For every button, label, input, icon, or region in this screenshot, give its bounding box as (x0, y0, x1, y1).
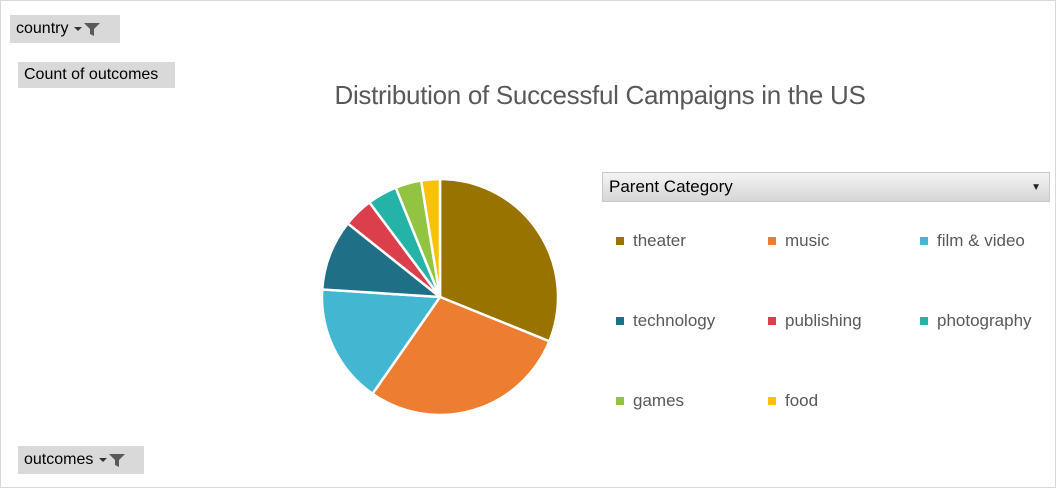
pie-slice-theater[interactable] (438, 177, 560, 343)
legend-label: photography (937, 311, 1032, 330)
legend-label: music (785, 231, 830, 250)
legend-item-food: food (768, 391, 818, 411)
legend-label: technology (633, 311, 716, 330)
legend-item-publishing: publishing (768, 311, 862, 331)
legend-label: film & video (937, 231, 1025, 250)
legend-item-photography: photography (920, 311, 1032, 331)
legend-item-games: games (616, 391, 684, 411)
count-of-outcomes-label: Count of outcomes (18, 62, 175, 88)
legend-title: Parent Category (609, 177, 733, 196)
legend-swatch (768, 317, 776, 325)
legend-item-music: music (768, 231, 829, 251)
legend-swatch (920, 317, 928, 325)
legend-item-theater: theater (616, 231, 686, 251)
legend-item-film-video: film & video (920, 231, 1025, 251)
pie-chart (320, 177, 560, 417)
legend-swatch (768, 397, 776, 405)
country-filter-button[interactable]: country (10, 15, 120, 43)
country-filter-label: country (16, 20, 69, 37)
pie-slice-film-video[interactable] (320, 288, 443, 396)
filter-funnel-icon (72, 20, 102, 38)
legend-swatch (616, 317, 624, 325)
legend-swatch (616, 397, 624, 405)
legend-swatch (920, 237, 928, 245)
legend-swatch (616, 237, 624, 245)
chart-title: Distribution of Successful Campaigns in … (334, 80, 866, 110)
legend-label: food (785, 391, 819, 410)
pie-slice-food[interactable] (419, 177, 442, 298)
pie-slice-music[interactable] (370, 295, 552, 417)
legend-label: publishing (785, 311, 862, 330)
outcomes-filter-label: outcomes (24, 451, 94, 468)
legend-parent-category-dropdown[interactable]: Parent Category ▼ (602, 172, 1050, 202)
legend-label: theater (633, 231, 686, 250)
legend-label: games (633, 391, 685, 410)
outcomes-filter-button[interactable]: outcomes (18, 446, 144, 474)
filter-funnel-icon (97, 451, 127, 469)
chevron-down-icon: ▼ (1031, 181, 1041, 193)
legend-swatch (768, 237, 776, 245)
legend-item-technology: technology (616, 311, 715, 331)
